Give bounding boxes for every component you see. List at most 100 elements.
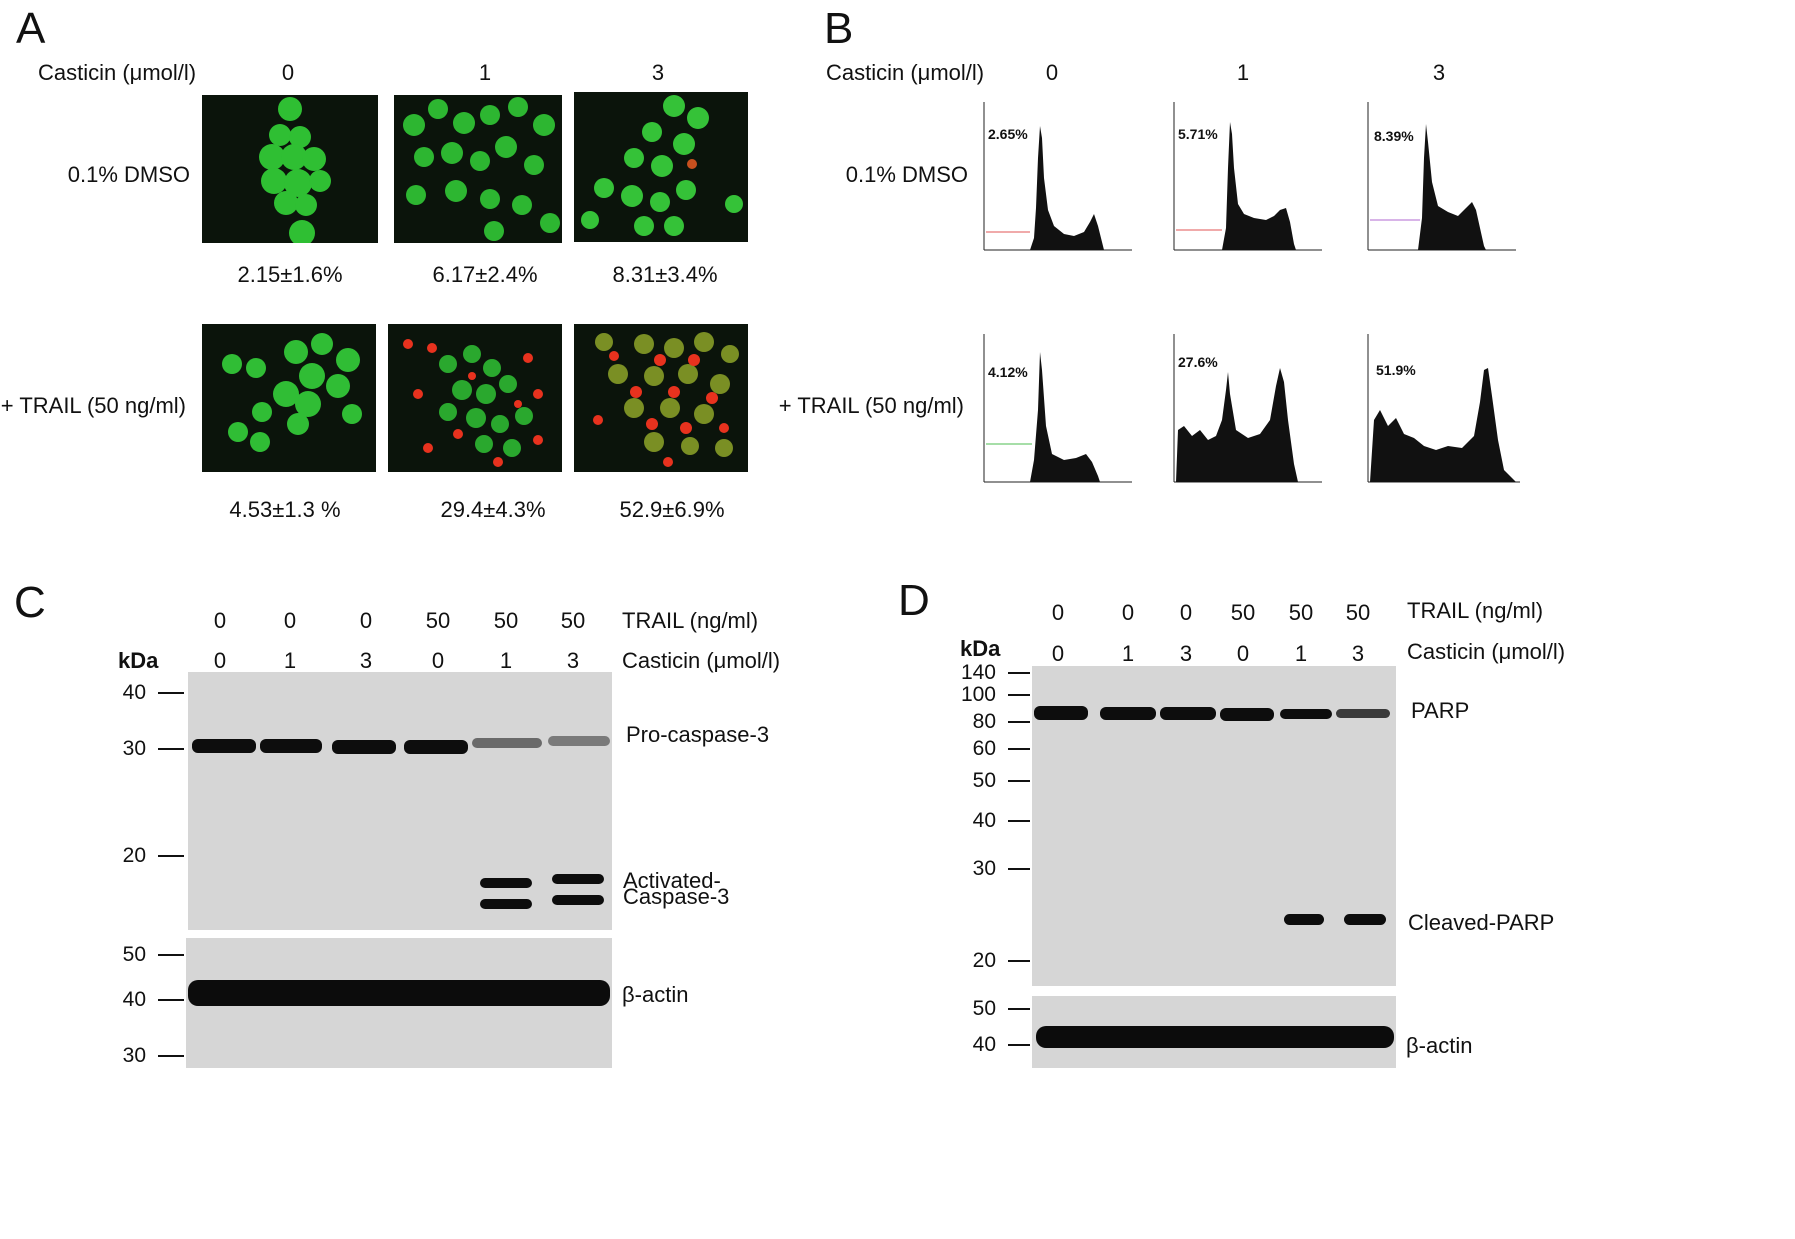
c-mw-30b: 30: [122, 1044, 146, 1067]
c-blot-actin: [186, 938, 612, 1068]
d-casticin-6: 3: [1351, 641, 1365, 666]
band-procasp-1: [192, 739, 256, 753]
c-trail-label: TRAIL (ng/ml): [622, 608, 759, 633]
panel-a-row-trail: + TRAIL (50 ng/ml): [0, 393, 186, 418]
band-actin-d: [1036, 1026, 1394, 1048]
c-trail-5: 50: [493, 608, 519, 633]
value-trail-3: 52.9±6.9%: [619, 497, 725, 522]
band-cleaved-parp-6: [1344, 914, 1386, 925]
c-casticin-2: 1: [283, 648, 297, 673]
c-blot-caspase: [188, 672, 612, 930]
d-trail-3: 0: [1179, 600, 1193, 625]
d-label-cleaved-parp: Cleaved-PARP: [1408, 910, 1555, 935]
d-casticin-3: 3: [1179, 641, 1193, 666]
histogram-dmso-1: 5.71%: [1168, 98, 1324, 258]
flow-pct-dmso-3: 8.39%: [1374, 128, 1414, 144]
c-tick-50b: [158, 954, 184, 956]
c-trail-6: 50: [560, 608, 586, 633]
micrograph-trail-0: [202, 324, 376, 472]
band-procasp-3: [332, 740, 396, 754]
c-mw-30: 30: [122, 737, 146, 760]
flow-pct-trail-1: 27.6%: [1178, 354, 1218, 370]
value-dmso-0: 2.15±1.6%: [237, 262, 343, 287]
d-mw-40b: 40: [972, 1033, 996, 1056]
d-blot-parp: [1032, 666, 1396, 986]
c-kda-label: kDa: [118, 648, 159, 673]
micrograph-trail-3: [574, 324, 748, 472]
d-casticin-1: 0: [1051, 641, 1065, 666]
panel-a-dose-3: 3: [651, 60, 665, 85]
micrograph-dmso-0: [202, 95, 378, 243]
d-tick-40: [1008, 820, 1030, 822]
d-kda-label: kDa: [960, 636, 1001, 661]
panel-a-dose-1: 1: [478, 60, 492, 85]
d-mw-100: 100: [960, 683, 996, 706]
d-casticin-2: 1: [1121, 641, 1135, 666]
panel-a-dose-label: Casticin (μmol/l): [38, 60, 197, 85]
micrograph-trail-1: [388, 324, 562, 472]
band-parp-6: [1336, 709, 1390, 718]
c-mw-40: 40: [122, 681, 146, 704]
d-blot-actin: [1032, 996, 1396, 1068]
c-tick-20: [158, 855, 184, 857]
band-actin-c: [188, 980, 610, 1006]
d-mw-60: 60: [972, 737, 996, 760]
d-tick-50: [1008, 780, 1030, 782]
histogram-dmso-0: 2.65%: [978, 98, 1134, 258]
c-tick-30b: [158, 1055, 184, 1057]
d-trail-1: 0: [1051, 600, 1065, 625]
panel-c-label: C: [14, 578, 46, 627]
d-mw-30: 30: [972, 857, 996, 880]
c-tick-40b: [158, 999, 184, 1001]
d-tick-140: [1008, 672, 1030, 674]
band-parp-5: [1280, 709, 1332, 719]
d-label-parp: PARP: [1411, 698, 1470, 723]
c-casticin-5: 1: [499, 648, 513, 673]
histogram-trail-1: 27.6%: [1168, 330, 1324, 490]
panel-b-row-dmso: 0.1% DMSO: [845, 162, 968, 187]
panel-d-label: D: [898, 576, 930, 625]
micrograph-dmso-3: [574, 92, 748, 242]
flow-pct-trail-3: 51.9%: [1376, 362, 1416, 378]
band-active-casp-6b: [552, 895, 604, 905]
d-tick-40b: [1008, 1044, 1030, 1046]
panel-b-dose-0: 0: [1045, 60, 1059, 85]
c-trail-4: 50: [425, 608, 451, 633]
value-dmso-3: 8.31±3.4%: [612, 262, 718, 287]
panel-a-label: A: [16, 4, 46, 53]
d-tick-60: [1008, 748, 1030, 750]
d-mw-140: 140: [960, 661, 996, 684]
d-label-actin: β-actin: [1406, 1033, 1473, 1058]
band-procasp-4: [404, 740, 468, 754]
value-trail-1: 29.4±4.3%: [440, 497, 546, 522]
c-casticin-4: 0: [431, 648, 445, 673]
band-active-casp-6a: [552, 874, 604, 884]
c-label-procaspase: Pro-caspase-3: [626, 722, 770, 747]
histogram-dmso-3: 8.39%: [1362, 98, 1518, 258]
band-active-casp-5b: [480, 899, 532, 909]
d-trail-5: 50: [1288, 600, 1314, 625]
d-tick-20: [1008, 960, 1030, 962]
d-casticin-4: 0: [1236, 641, 1250, 666]
d-casticin-5: 1: [1294, 641, 1308, 666]
band-procasp-5: [472, 738, 542, 748]
c-casticin-3: 3: [359, 648, 373, 673]
band-active-casp-5a: [480, 878, 532, 888]
d-trail-2: 0: [1121, 600, 1135, 625]
band-parp-2: [1100, 707, 1156, 720]
band-procasp-2: [260, 739, 322, 753]
value-trail-0: 4.53±1.3 %: [229, 497, 341, 522]
panel-b-row-trail: + TRAIL (50 ng/ml): [778, 393, 964, 418]
d-mw-20: 20: [972, 949, 996, 972]
c-mw-40b: 40: [122, 988, 146, 1011]
panel-b-label: B: [824, 4, 854, 53]
c-casticin-6: 3: [566, 648, 580, 673]
panel-a-row-dmso: 0.1% DMSO: [67, 162, 190, 187]
d-trail-4: 50: [1230, 600, 1256, 625]
panel-b-dose-1: 1: [1236, 60, 1250, 85]
c-label-actin: β-actin: [622, 982, 689, 1007]
histogram-trail-0: 4.12%: [978, 330, 1134, 490]
d-mw-50: 50: [972, 769, 996, 792]
c-casticin-label: Casticin (μmol/l): [622, 648, 781, 673]
c-trail-1: 0: [213, 608, 227, 633]
